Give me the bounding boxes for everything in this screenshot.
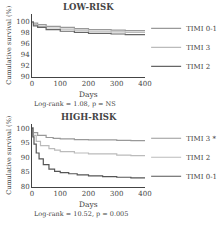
svg-text:90: 90	[21, 73, 30, 81]
svg-text:300: 300	[110, 190, 123, 198]
svg-text:94: 94	[21, 51, 30, 59]
svg-text:100: 100	[54, 80, 67, 88]
svg-text:Log-rank = 1.08, p = NS: Log-rank = 1.08, p = NS	[34, 100, 116, 108]
svg-text:TIMI 3: TIMI 3	[186, 44, 210, 52]
svg-text:100: 100	[16, 125, 29, 133]
svg-text:0: 0	[30, 190, 34, 198]
svg-text:Cumulative survival (%): Cumulative survival (%)	[5, 5, 13, 85]
svg-text:85: 85	[21, 168, 30, 176]
svg-text:98: 98	[21, 29, 30, 37]
svg-text:LOW-RISK: LOW-RISK	[63, 2, 114, 12]
svg-text:200: 200	[82, 80, 95, 88]
svg-text:95: 95	[21, 139, 30, 147]
svg-text:90: 90	[21, 154, 30, 162]
svg-text:Log-rank = 10.52, p = 0.005: Log-rank = 10.52, p = 0.005	[34, 210, 128, 218]
svg-text:200: 200	[82, 190, 95, 198]
svg-text:TIMI 0-1: TIMI 0-1	[186, 173, 217, 181]
svg-text:TIMI 2: TIMI 2	[186, 154, 210, 162]
svg-text:TIMI 2: TIMI 2	[186, 63, 210, 71]
svg-text:400: 400	[138, 80, 151, 88]
svg-text:HIGH-RISK: HIGH-RISK	[61, 112, 117, 122]
svg-text:TIMI 0-1: TIMI 0-1	[186, 25, 217, 33]
svg-text:300: 300	[110, 80, 123, 88]
svg-text:100: 100	[16, 18, 29, 26]
svg-text:400: 400	[138, 190, 151, 198]
svg-text:Days: Days	[79, 90, 98, 99]
svg-text:100: 100	[54, 190, 67, 198]
svg-text:0: 0	[30, 80, 34, 88]
svg-text:96: 96	[21, 40, 30, 48]
svg-text:92: 92	[21, 62, 30, 70]
svg-text:80: 80	[21, 183, 30, 191]
svg-text:TIMI 3 *: TIMI 3 *	[186, 135, 216, 143]
svg-text:Cumulative survival (%): Cumulative survival (%)	[5, 115, 13, 195]
svg-text:Days: Days	[79, 200, 98, 209]
